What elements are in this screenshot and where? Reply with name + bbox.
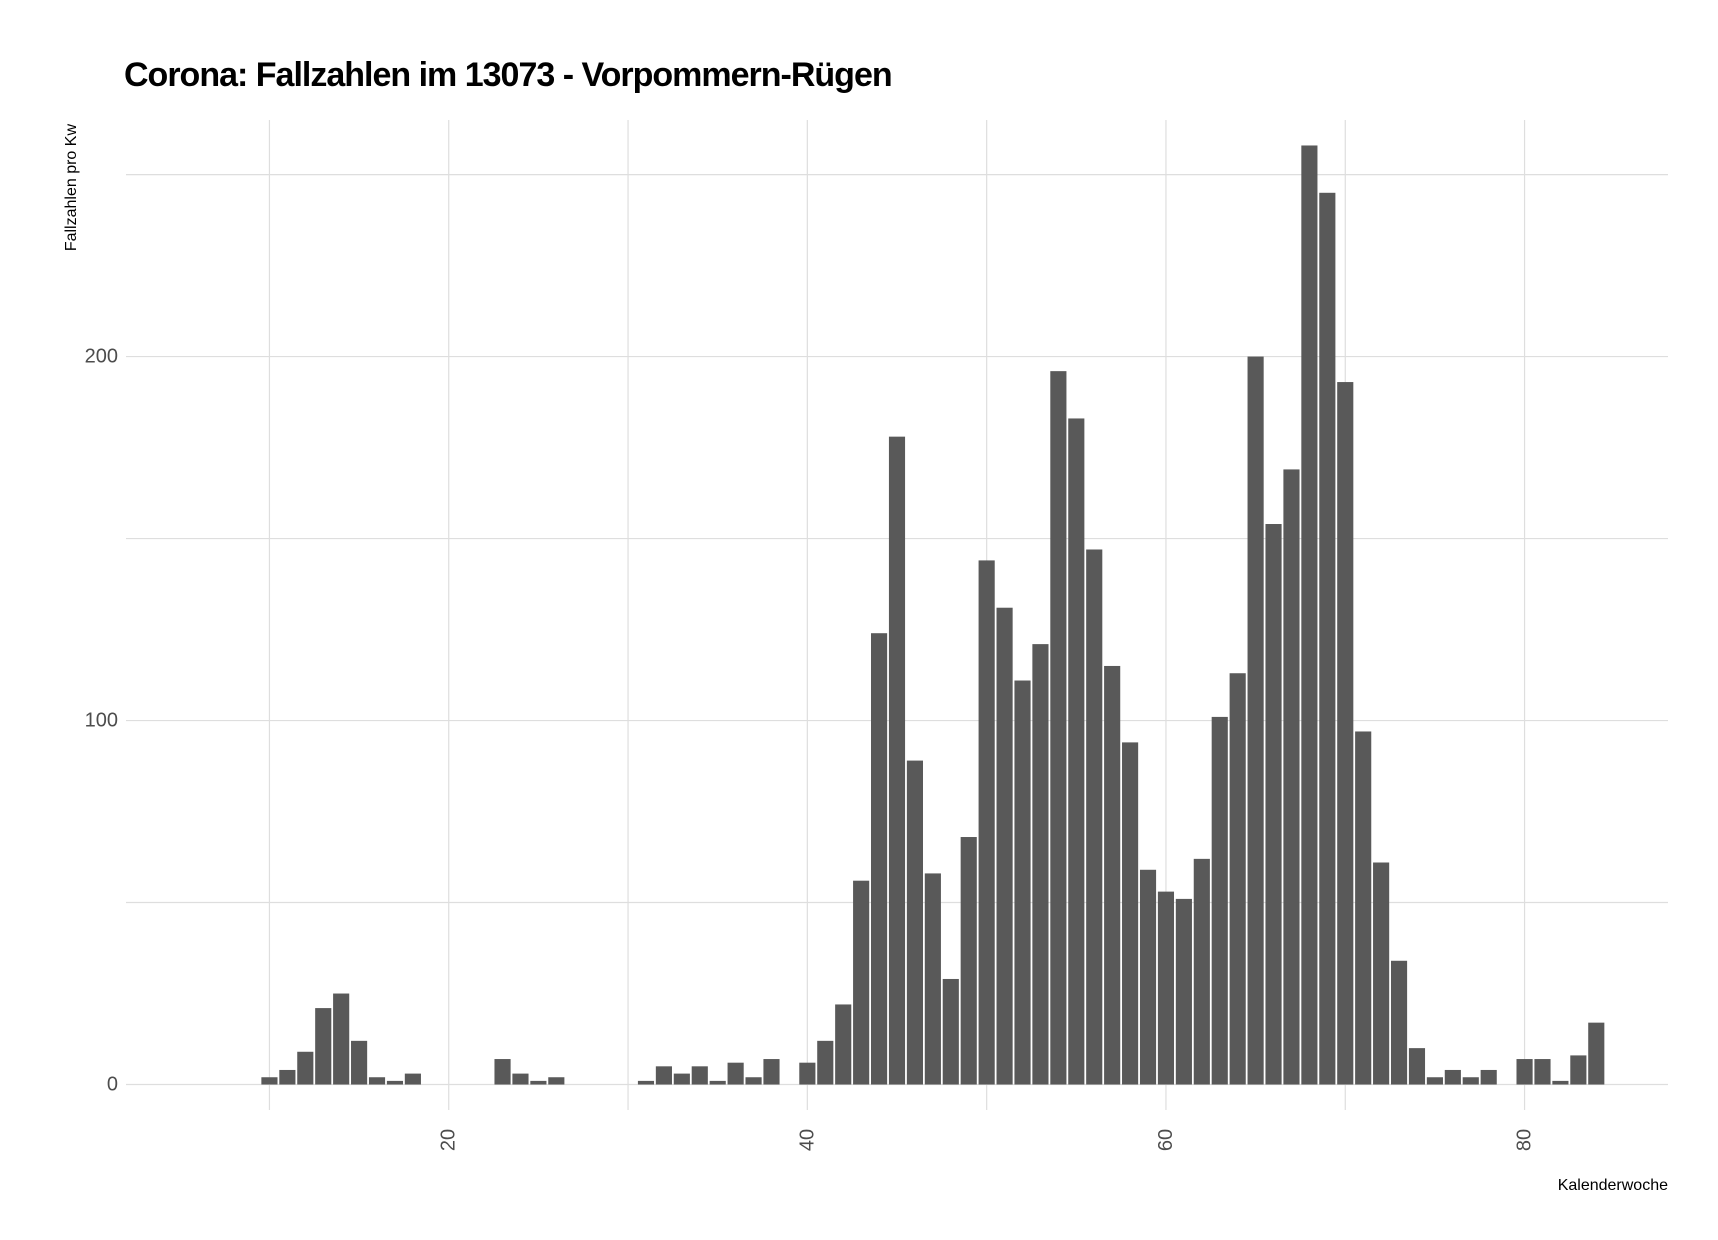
y-axis-title: Fallzahlen pro Kw [63, 124, 80, 252]
bar [494, 1059, 511, 1085]
bar [315, 1008, 332, 1085]
bar [261, 1077, 278, 1085]
bar [351, 1040, 368, 1085]
bar [1014, 680, 1031, 1085]
bar [1319, 192, 1336, 1085]
x-tick-label: 20 [438, 1129, 460, 1151]
x-tick-label: 60 [1155, 1129, 1177, 1151]
bar [1480, 1069, 1497, 1085]
bar [1086, 549, 1103, 1085]
bar [1462, 1077, 1479, 1085]
bar [996, 607, 1013, 1085]
bar [1390, 960, 1408, 1085]
bar [799, 1062, 816, 1085]
bar [727, 1062, 744, 1085]
x-tick-label: 80 [1514, 1129, 1536, 1151]
bar [978, 560, 995, 1085]
bar [1408, 1048, 1426, 1085]
x-tick-label: 40 [796, 1129, 818, 1151]
bar-series [261, 145, 1605, 1085]
bar [368, 1077, 386, 1085]
bar [709, 1080, 726, 1085]
bar [1050, 371, 1067, 1085]
bar [763, 1059, 780, 1085]
bar [817, 1040, 834, 1085]
bar [1068, 418, 1085, 1085]
bar [1516, 1059, 1533, 1085]
bar [1444, 1069, 1461, 1085]
bar [745, 1077, 762, 1085]
bar [1283, 469, 1300, 1085]
x-axis-title: Kalenderwoche [1558, 1177, 1668, 1194]
bar [871, 633, 888, 1085]
bar [512, 1073, 529, 1085]
bar [404, 1073, 421, 1085]
bar [548, 1077, 565, 1085]
bar [1247, 356, 1264, 1085]
y-tick-label: 0 [107, 1074, 118, 1096]
bar [1139, 869, 1157, 1085]
bar [888, 436, 906, 1085]
bar [1032, 644, 1049, 1085]
bar [386, 1080, 404, 1085]
bar [924, 873, 941, 1085]
bar [853, 880, 870, 1085]
bar [1157, 891, 1175, 1085]
bar [960, 837, 977, 1085]
bar [1552, 1080, 1569, 1085]
y-tick-label: 200 [85, 346, 118, 368]
bar [1373, 862, 1390, 1085]
bar [1534, 1059, 1551, 1085]
bar [1337, 382, 1354, 1085]
bar [297, 1051, 314, 1085]
y-tick-label: 100 [85, 710, 118, 732]
bar [1193, 858, 1210, 1085]
bar [1211, 716, 1228, 1085]
bar [942, 978, 959, 1085]
chart-title: Corona: Fallzahlen im 13073 - Vorpommern… [124, 56, 893, 94]
bar [1175, 898, 1192, 1085]
bar [1104, 665, 1121, 1085]
bar [655, 1066, 672, 1085]
y-axis-ticks: 0 100 200 [85, 346, 118, 1096]
bar [835, 1004, 852, 1085]
bar [691, 1066, 708, 1085]
bar [1570, 1055, 1587, 1085]
bar [906, 760, 923, 1085]
bar [1426, 1077, 1443, 1085]
bar [1122, 742, 1139, 1085]
x-axis-ticks: 20 40 60 80 [438, 1129, 1536, 1151]
bar [279, 1069, 296, 1085]
bar [1355, 731, 1372, 1085]
bar [1265, 524, 1282, 1085]
bar [333, 993, 350, 1085]
bar [1588, 1022, 1605, 1085]
bar [1301, 145, 1318, 1085]
bar [530, 1080, 547, 1085]
bar [1229, 673, 1246, 1085]
bar [673, 1073, 690, 1085]
bar [637, 1080, 655, 1085]
